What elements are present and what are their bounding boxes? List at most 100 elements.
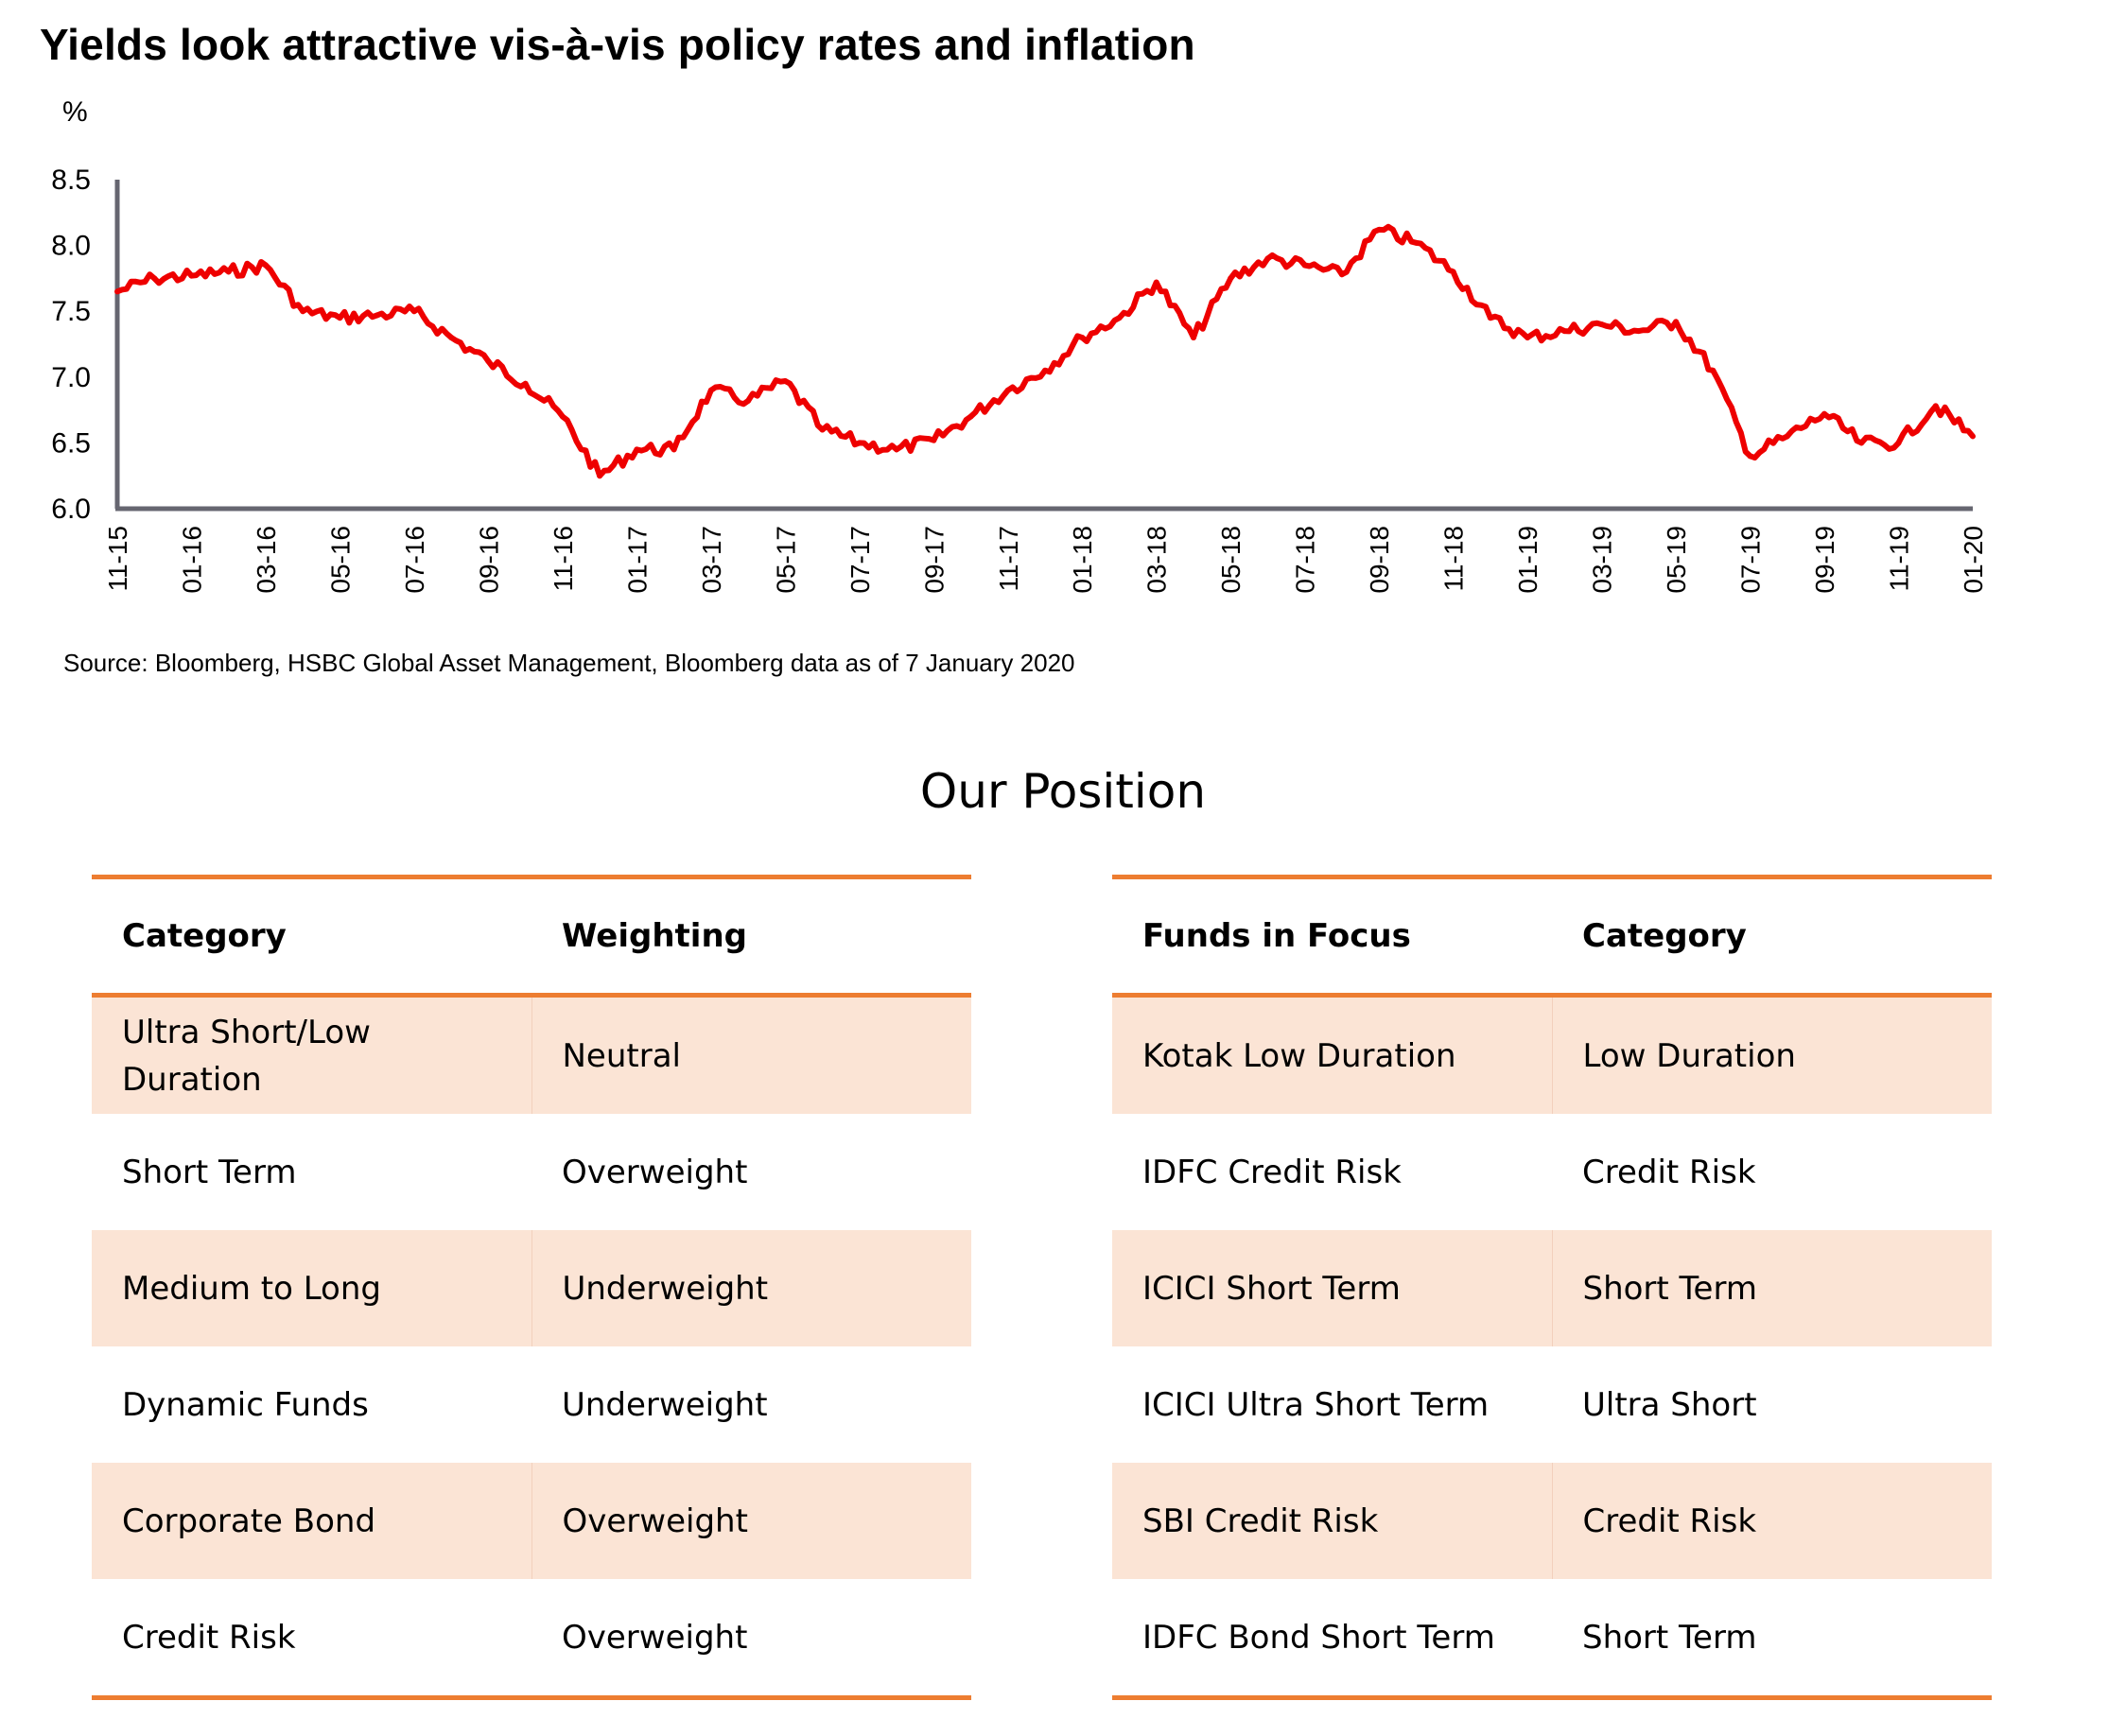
table-row: ICICI Ultra Short Term Ultra Short: [1112, 1346, 1992, 1463]
cell-fund: ICICI Ultra Short Term: [1142, 1385, 1490, 1424]
data-point: [1153, 279, 1159, 286]
data-point: [1042, 367, 1048, 373]
cell-fund: Kotak Low Duration: [1112, 995, 1553, 1114]
data-point: [1116, 315, 1123, 321]
x-tick-label: 01-17: [622, 526, 652, 594]
cell-fund: IDFC Bond Short Term: [1142, 1618, 1495, 1657]
table-header-row: Funds in Focus Category: [1112, 877, 1992, 996]
column-header-weighting: Weighting: [562, 917, 747, 955]
x-tick-label: 11-19: [1885, 526, 1914, 592]
data-point: [1710, 367, 1716, 373]
data-point: [151, 275, 158, 282]
cell-fund: ICICI Short Term: [1112, 1230, 1553, 1346]
x-axis-ticks: 11-15 01-16 03-16 05-16 07-16 09-16 11-16 01-17…: [103, 526, 1988, 594]
cell-category: Credit Risk: [1552, 1463, 1992, 1579]
cell-fund: SBI Credit Risk: [1112, 1463, 1553, 1579]
data-point: [1635, 328, 1642, 335]
table-row: IDFC Bond Short Term Short Term: [1112, 1579, 1992, 1698]
data-point: [597, 473, 603, 479]
data-point: [374, 312, 380, 319]
x-tick-label: 07-19: [1736, 526, 1766, 594]
positioning-table: Category Weighting Ultra Short/Low Durat…: [92, 875, 971, 1700]
cell-category: Corporate Bond: [92, 1463, 532, 1579]
data-point: [114, 288, 120, 295]
table-row: Dynamic Funds Underweight: [92, 1346, 971, 1463]
x-tick-label: 05-16: [325, 526, 355, 594]
column-header-funds-in-focus: Funds in Focus: [1142, 917, 1411, 955]
data-point: [671, 446, 677, 453]
x-tick-label: 11-15: [103, 526, 132, 592]
data-point: [707, 387, 714, 393]
data-point: [1264, 255, 1271, 262]
y-tick-label: 7.5: [51, 296, 91, 327]
x-tick-label: 09-16: [474, 526, 503, 594]
cell-category: Ultra Short: [1582, 1385, 1757, 1424]
data-point: [300, 308, 306, 315]
table-row: Ultra Short/Low Duration Neutral: [92, 995, 971, 1114]
data-point: [894, 446, 900, 453]
cell-weighting: Overweight: [562, 1618, 748, 1657]
cell-weighting: Underweight: [532, 1230, 971, 1346]
column-header-category: Category: [1582, 917, 1747, 955]
data-point: [448, 335, 455, 341]
table-row: Medium to Long Underweight: [92, 1230, 971, 1346]
x-tick-label: 11-17: [994, 526, 1023, 592]
data-point: [856, 440, 863, 446]
yield-line-chart: 8.5 8.0 7.5 7.0 6.5 6.0 11-15 01-16 03-16 05-16 0…: [51, 165, 1988, 594]
data-point: [1747, 453, 1753, 460]
data-point: [1784, 433, 1790, 440]
column-header-category: Category: [122, 917, 287, 955]
data-point: [1228, 275, 1234, 282]
x-tick-label: 01-19: [1513, 526, 1542, 594]
table-header-row: Category Weighting: [92, 877, 971, 996]
cell-category: Credit Risk: [1582, 1153, 1756, 1191]
chart-title: Yields look attractive vis-à-vis policy …: [40, 20, 1195, 69]
x-tick-label: 05-18: [1216, 526, 1246, 594]
data-point: [1561, 328, 1568, 335]
table-row: ICICI Short Term Short Term: [1112, 1230, 1992, 1346]
data-point: [225, 269, 232, 275]
x-tick-label: 11-18: [1439, 526, 1469, 592]
data-point: [745, 397, 752, 404]
data-point: [559, 413, 566, 420]
table-row: IDFC Credit Risk Credit Risk: [1112, 1114, 1992, 1230]
funds-in-focus-table: Funds in Focus Category Kotak Low Durati…: [1112, 875, 1992, 1700]
cell-weighting: Overweight: [562, 1153, 748, 1191]
x-tick-label: 05-19: [1662, 526, 1691, 594]
data-point: [1450, 269, 1456, 275]
y-tick-label: 8.0: [51, 231, 91, 262]
y-tick-label: 6.0: [51, 494, 91, 525]
x-tick-label: 03-16: [252, 526, 281, 594]
cell-weighting: Underweight: [562, 1385, 768, 1424]
x-tick-label: 01-16: [177, 526, 206, 594]
data-point: [931, 437, 937, 443]
data-point: [1525, 335, 1531, 341]
data-point: [1821, 410, 1828, 417]
source-note: Source: Bloomberg, HSBC Global Asset Man…: [63, 649, 1075, 677]
yield-series-line: [115, 223, 1976, 479]
y-tick-label: 7.0: [51, 362, 91, 393]
x-tick-label: 07-16: [400, 526, 429, 594]
data-point: [1413, 239, 1420, 246]
x-tick-label: 01-18: [1068, 526, 1097, 594]
data-point: [1895, 440, 1902, 446]
x-tick-label: 09-19: [1810, 526, 1839, 594]
x-tick-label: 03-18: [1142, 526, 1172, 594]
data-point: [188, 272, 195, 279]
data-point: [410, 308, 417, 315]
data-point: [1004, 387, 1011, 393]
x-tick-label: 07-18: [1291, 526, 1320, 594]
x-tick-label: 11-16: [549, 526, 578, 592]
data-point: [967, 413, 974, 420]
cell-category: Low Duration: [1552, 995, 1992, 1114]
table-row: Corporate Bond Overweight: [92, 1463, 971, 1579]
x-tick-label: 09-17: [919, 526, 949, 594]
table-row: SBI Credit Risk Credit Risk: [1112, 1463, 1992, 1579]
data-point: [819, 426, 826, 433]
table-row: Short Term Overweight: [92, 1114, 971, 1230]
data-point: [1376, 226, 1383, 233]
data-point: [782, 377, 789, 384]
x-tick-label: 05-17: [771, 526, 800, 594]
data-point: [1338, 271, 1345, 278]
data-point: [1487, 315, 1493, 321]
